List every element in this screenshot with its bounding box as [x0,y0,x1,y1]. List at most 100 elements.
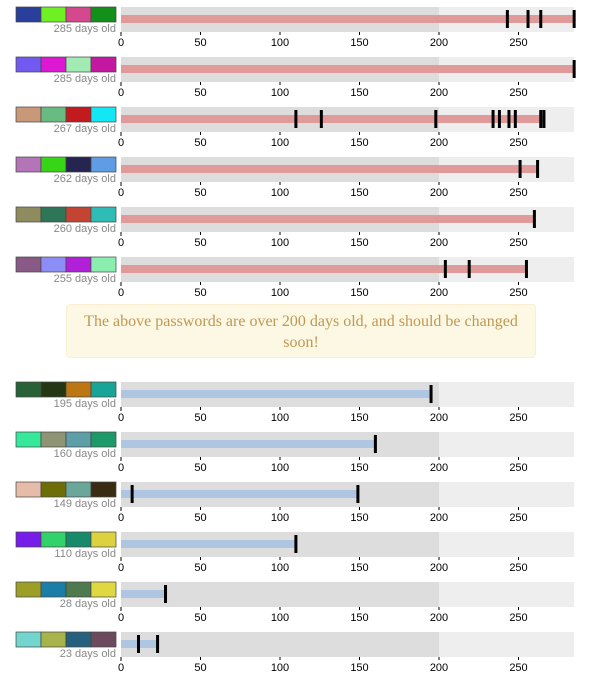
tick-label: 250 [509,662,527,674]
event-marker [294,110,298,128]
age-label: 255 days old [54,273,116,285]
tick-label: 250 [509,562,527,574]
tick-label: 250 [509,462,527,474]
color-swatch [40,206,67,223]
tick-label: 0 [118,37,124,49]
tick-label: 50 [194,237,206,249]
color-swatch [40,581,67,598]
tick-label: 250 [509,187,527,199]
color-swatch [65,56,92,73]
tick-label: 150 [350,462,368,474]
tick-label: 200 [430,237,448,249]
tick-label: 100 [271,87,289,99]
tick-label: 50 [194,462,206,474]
age-bar [121,390,432,398]
tick-label: 150 [350,87,368,99]
age-label: 149 days old [54,498,116,510]
color-swatch [90,481,117,498]
color-swatch [65,256,92,273]
tick-label: 0 [118,562,124,574]
tick-label: 100 [271,137,289,149]
color-swatch [15,156,42,173]
tick-label: 100 [271,412,289,424]
color-swatch [65,156,92,173]
color-swatch [65,206,92,223]
tick-label: 250 [509,512,527,524]
color-swatch [90,631,117,648]
tick-label: 200 [430,412,448,424]
tick-label: 200 [430,137,448,149]
event-marker [507,110,511,128]
tick-label: 200 [430,612,448,624]
tick-label: 50 [194,37,206,49]
tick-label: 100 [271,662,289,674]
event-marker [505,10,509,28]
color-swatch [90,56,117,73]
color-swatch [15,581,42,598]
track-light [439,582,575,607]
color-swatch [15,56,42,73]
color-swatch [65,581,92,598]
tick-label: 200 [430,662,448,674]
color-swatch [65,431,92,448]
age-label: 285 days old [54,23,116,35]
tick-label: 50 [194,137,206,149]
event-marker [130,485,134,503]
tick-label: 250 [509,37,527,49]
event-marker [539,110,543,128]
event-marker [518,160,522,178]
event-marker [536,160,540,178]
color-swatch [90,206,117,223]
event-marker [156,635,160,653]
tick-label: 200 [430,37,448,49]
track-light [439,382,575,407]
track-light [439,432,575,457]
tick-label: 250 [509,87,527,99]
tick-label: 150 [350,412,368,424]
age-bar [121,440,376,448]
event-marker [572,10,576,28]
event-marker [539,10,543,28]
color-swatch [15,206,42,223]
color-swatch [40,431,67,448]
tick-label: 250 [509,412,527,424]
color-swatch [40,381,67,398]
color-swatch [15,631,42,648]
old-password-warning: The above passwords are over 200 days ol… [66,304,536,358]
color-swatch [40,106,67,123]
age-bar [121,15,575,23]
tick-label: 0 [118,187,124,199]
event-marker [524,260,528,278]
color-swatch [15,531,42,548]
color-swatch [15,256,42,273]
age-label: 110 days old [54,548,116,560]
tick-label: 100 [271,287,289,299]
tick-label: 150 [350,287,368,299]
tick-label: 200 [430,287,448,299]
age-label: 267 days old [54,123,116,135]
tick-label: 0 [118,412,124,424]
tick-label: 150 [350,612,368,624]
tick-label: 50 [194,287,206,299]
age-bar [121,215,535,223]
age-bar [121,490,358,498]
color-swatch [40,631,67,648]
color-swatch [15,381,42,398]
tick-label: 100 [271,562,289,574]
tick-label: 0 [118,287,124,299]
event-marker [526,10,530,28]
event-marker [513,110,517,128]
age-bar [121,590,166,598]
color-swatch [65,631,92,648]
tick-label: 100 [271,512,289,524]
tick-label: 0 [118,87,124,99]
color-swatch [90,581,117,598]
